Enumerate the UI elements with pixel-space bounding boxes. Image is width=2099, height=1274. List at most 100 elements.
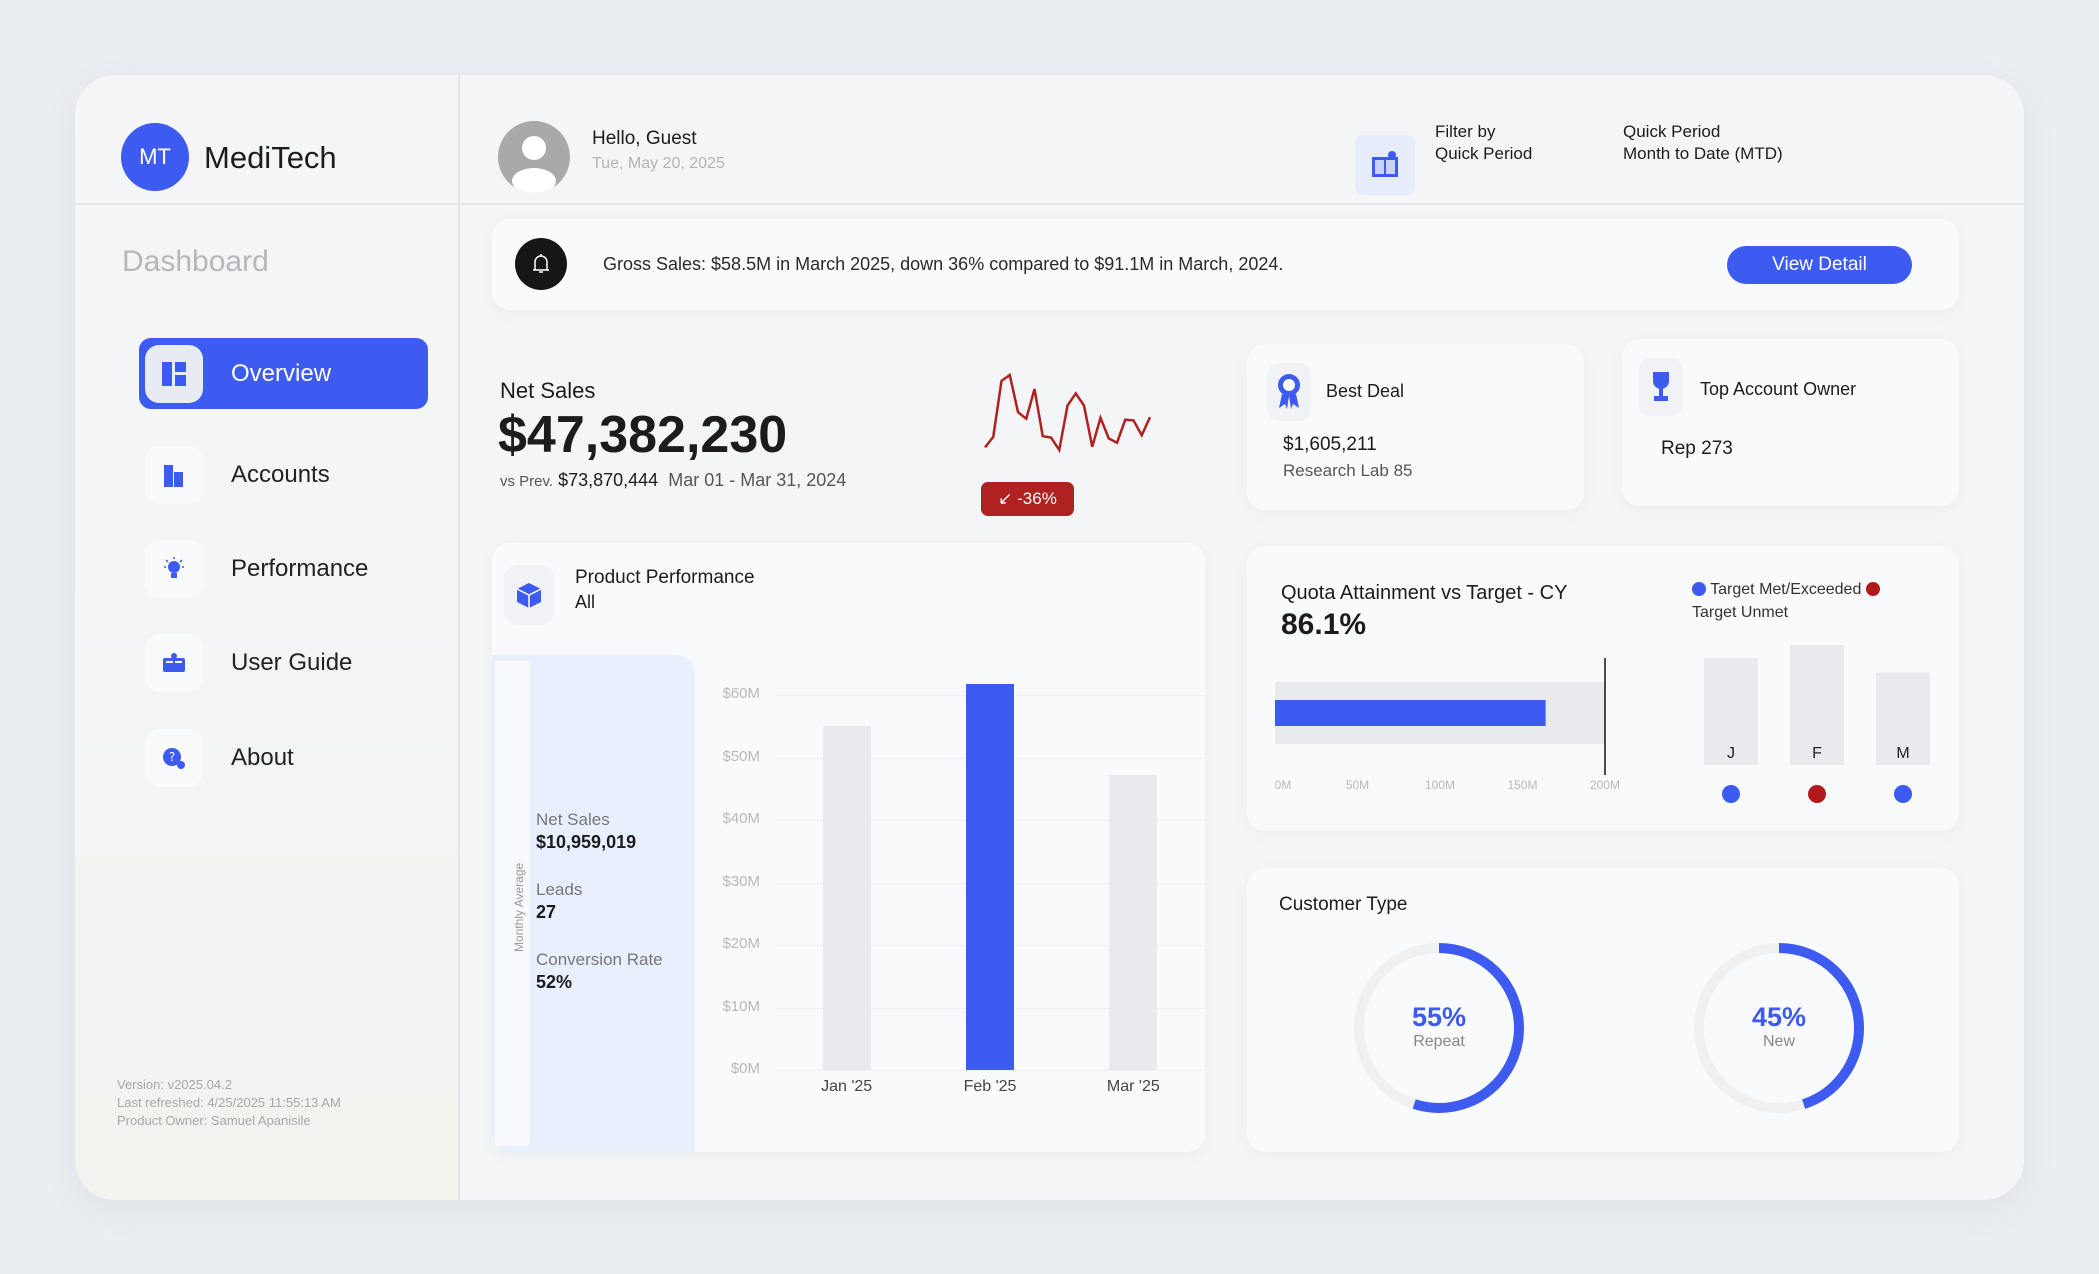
product-owner-text: Product Owner: Samuel Apanisile xyxy=(117,1113,311,1128)
metric-label: Net Sales xyxy=(536,810,610,829)
x-tick-label: 150M xyxy=(1507,778,1537,792)
package-icon xyxy=(504,565,554,625)
legend-unmet-swatch xyxy=(1865,582,1880,596)
x-tick-label: 0M xyxy=(1275,778,1292,792)
metrics-list: Net Sales $10,959,019 Leads 27 Conversio… xyxy=(536,808,663,994)
sidebar xyxy=(75,75,460,1200)
x-tick-label: Feb '25 xyxy=(963,1078,1017,1095)
sidebar-section-title: Dashboard xyxy=(122,245,269,278)
help-chat-icon: ? xyxy=(145,728,203,787)
monthly-average-label: Monthly Average xyxy=(512,862,526,952)
greeting: Hello, Guest xyxy=(592,128,697,149)
product-performance-title: Product Performance xyxy=(575,567,755,588)
sidebar-footer: Version: v2025.04.2 Last refreshed: 4/25… xyxy=(117,1076,341,1130)
sidebar-item-accounts[interactable]: Accounts xyxy=(141,441,426,508)
previous-value: $73,870,444 xyxy=(558,470,659,490)
alert-banner xyxy=(492,219,1959,310)
quick-period-label: Quick Period xyxy=(1623,122,1721,141)
sparkline-line xyxy=(984,372,1152,454)
filter-label-line1: Filter by xyxy=(1435,122,1496,141)
metric-label: Conversion Rate xyxy=(536,950,663,969)
sidebar-item-label: Performance xyxy=(231,554,369,582)
brand-name: MediTech xyxy=(204,140,337,175)
status-dot-F xyxy=(1808,785,1826,803)
bell-icon xyxy=(515,238,567,290)
net-sales-value: $47,382,230 xyxy=(498,406,788,464)
sidebar-item-overview[interactable]: Overview xyxy=(141,340,426,407)
layout-grid-icon xyxy=(145,344,203,403)
metric-value: 27 xyxy=(536,902,557,922)
quick-period-value: Month to Date (MTD) xyxy=(1623,144,1783,163)
customer-type-title: Customer Type xyxy=(1279,894,1408,915)
x-tick-label: Mar '25 xyxy=(1106,1078,1160,1095)
product-filter[interactable]: All xyxy=(575,592,596,612)
legend-met-swatch xyxy=(1692,582,1706,596)
guide-book-icon xyxy=(145,633,203,692)
customer-type-donuts xyxy=(1354,943,1864,1113)
bar-0[interactable] xyxy=(822,726,871,1070)
vs-label: vs Prev. xyxy=(500,473,554,490)
month-bar-F xyxy=(1790,645,1844,765)
x-tick-label: Jan '25 xyxy=(821,1078,873,1095)
gridline xyxy=(775,1070,1205,1071)
brand-logo: MT xyxy=(121,123,189,191)
quota-title: Quota Attainment vs Target - CY xyxy=(1281,582,1568,604)
y-tick-label: $40M xyxy=(722,810,760,827)
donut-new-center: 45% New xyxy=(1719,1002,1839,1051)
metric-value: $10,959,019 xyxy=(536,832,637,852)
x-tick-label: 100M xyxy=(1425,778,1455,792)
net-sales-label: Net Sales xyxy=(500,378,596,403)
quota-bullet-chart: 0M 50M 100M 150M 200M xyxy=(1275,658,1620,792)
y-tick-label: $60M xyxy=(722,685,760,702)
user-icon xyxy=(512,136,556,193)
quick-period-select[interactable]: Quick Period Month to Date (MTD) xyxy=(1623,121,1783,165)
monthly-average-strip xyxy=(495,661,530,1146)
bullet-value-bar xyxy=(1275,700,1546,726)
best-deal-value: $1,605,211 xyxy=(1283,434,1377,455)
best-deal-title: Best Deal xyxy=(1326,381,1405,401)
y-tick-label: $20M xyxy=(722,935,760,952)
y-tick-label: $50M xyxy=(722,747,760,765)
legend-met-label: Target Met/Exceeded xyxy=(1710,581,1862,598)
filter-label-line2: Quick Period xyxy=(1435,144,1533,163)
view-detail-button[interactable]: View Detail xyxy=(1727,246,1912,284)
metric-label: Leads xyxy=(536,880,583,899)
award-icon xyxy=(1267,363,1311,421)
bar-1[interactable] xyxy=(966,684,1014,1070)
donut-new-label: New xyxy=(1762,1033,1795,1050)
donut-repeat-value: 55% xyxy=(1411,1002,1467,1032)
sidebar-item-user-guide[interactable]: User Guide xyxy=(141,629,426,696)
month-bar-J xyxy=(1704,658,1758,765)
alert-text: Gross Sales: $58.5M in March 2025, down … xyxy=(603,254,1284,274)
y-tick-label: $0M xyxy=(730,1060,760,1077)
svg-text:?: ? xyxy=(169,750,175,764)
x-tick-label: 200M xyxy=(1590,778,1620,792)
version-text: Version: v2025.04.2 xyxy=(117,1077,232,1092)
filter-book-icon xyxy=(1372,151,1398,177)
sidebar-item-about[interactable]: ? About xyxy=(141,724,426,791)
x-tick-label: 50M xyxy=(1346,778,1369,792)
best-deal-account: Research Lab 85 xyxy=(1283,461,1413,480)
filter-button[interactable] xyxy=(1355,135,1415,195)
product-bar-chart: $0M $10M $20M $30M $40M $50M $60M Jan '25 Feb '2… xyxy=(700,660,1205,1120)
lightbulb-icon xyxy=(145,539,203,598)
net-sales-sparkline xyxy=(984,372,1152,454)
donut-repeat-label: Repeat xyxy=(1413,1033,1465,1050)
quota-legend: Target Met/Exceeded Target Unmet xyxy=(1692,578,1942,624)
sidebar-item-label: Accounts xyxy=(231,460,330,488)
sidebar-item-label: Overview xyxy=(231,359,332,387)
donut-repeat-center: 55% Repeat xyxy=(1379,1002,1499,1051)
status-dot-J xyxy=(1722,785,1740,803)
y-tick-label: $30M xyxy=(722,872,760,890)
avatar[interactable] xyxy=(498,121,570,193)
legend-unmet-label: Target Unmet xyxy=(1692,604,1789,621)
quota-kpi: 86.1% xyxy=(1281,608,1367,641)
status-dot-M xyxy=(1894,785,1912,803)
change-badge: ↙ -36% xyxy=(981,482,1074,516)
sidebar-item-performance[interactable]: Performance xyxy=(141,535,426,602)
trophy-icon xyxy=(1639,358,1683,416)
metric-value: 52% xyxy=(536,972,573,992)
bar-2[interactable] xyxy=(1109,775,1158,1070)
top-owner-value: Rep 273 xyxy=(1661,438,1733,459)
